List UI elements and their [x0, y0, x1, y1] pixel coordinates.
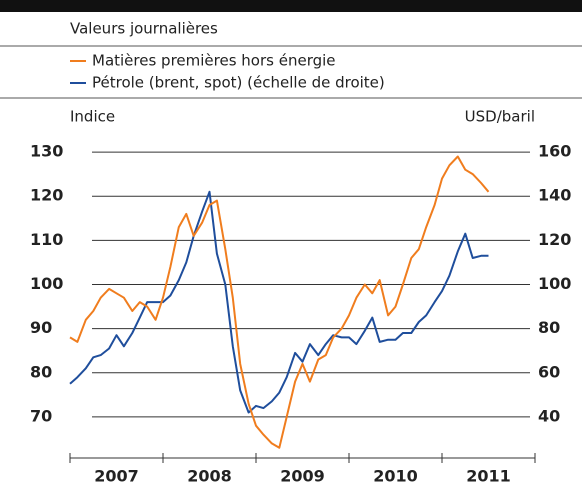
top-bar [0, 0, 582, 12]
x-tick-label: 2011 [466, 467, 511, 486]
y-tick-label: 100 [30, 274, 63, 293]
y-tick-label: 110 [30, 230, 63, 249]
series-line [69, 155, 490, 449]
subtitle: Valeurs journalières [70, 20, 218, 38]
legend-label: Pétrole (brent, spot) (échelle de droite… [92, 74, 385, 92]
y2-tick-label: 80 [538, 318, 560, 337]
y2-axis-label: USD/baril [465, 108, 535, 126]
y-tick-label: 70 [30, 406, 52, 425]
y-axis-label: Indice [70, 108, 115, 126]
y2-tick-label: 160 [538, 142, 571, 161]
legend-label: Matières premières hors énergie [92, 52, 336, 70]
x-tick-label: 2007 [94, 467, 139, 486]
y-tick-label: 90 [30, 318, 52, 337]
x-tick-label: 2010 [373, 467, 418, 486]
y2-tick-label: 40 [538, 406, 560, 425]
y-tick-label: 80 [30, 362, 52, 381]
y2-tick-label: 140 [538, 186, 571, 205]
x-tick-label: 2009 [280, 467, 325, 486]
y-tick-label: 130 [30, 142, 63, 161]
y2-tick-label: 60 [538, 362, 560, 381]
y2-tick-label: 100 [538, 274, 571, 293]
y2-tick-label: 120 [538, 230, 571, 249]
x-tick-label: 2008 [187, 467, 232, 486]
y-tick-label: 120 [30, 186, 63, 205]
series-line [69, 190, 489, 414]
